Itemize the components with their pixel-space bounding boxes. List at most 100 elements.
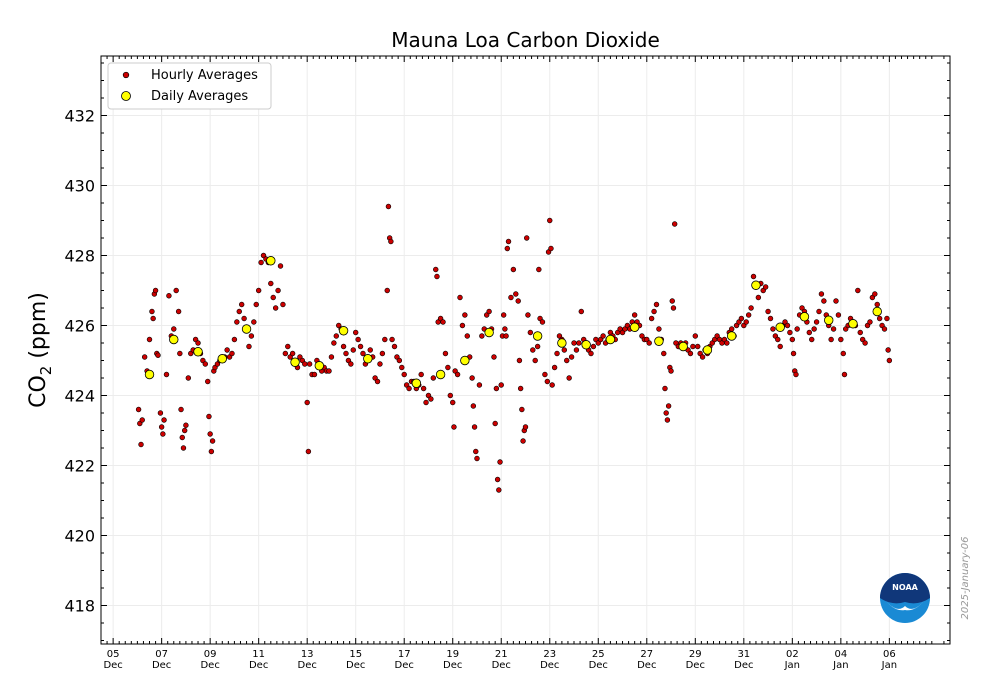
- daily-point: [460, 355, 470, 366]
- hourly-point: [459, 322, 466, 329]
- hourly-point: [181, 427, 188, 434]
- daily-point: [484, 327, 494, 338]
- daily-point: [654, 336, 664, 346]
- hourly-point: [160, 431, 166, 437]
- hourly-point: [809, 336, 815, 343]
- hourly-point: [173, 287, 179, 294]
- hourly-point: [524, 235, 530, 241]
- hourly-point: [420, 385, 427, 392]
- hourly-point: [548, 245, 554, 252]
- hourly-point: [547, 217, 553, 224]
- hourly-point: [496, 487, 502, 493]
- hourly-point: [818, 291, 825, 297]
- daily-point: [338, 326, 349, 336]
- hourly-point: [141, 354, 148, 360]
- hourly-point: [149, 308, 155, 315]
- x-tick-label-month: Jan: [832, 660, 848, 671]
- hourly-point: [289, 350, 296, 357]
- y-axis-label: CO2 (ppm): [26, 292, 55, 408]
- x-tick-label-day: 17: [398, 649, 411, 660]
- hourly-point: [590, 343, 597, 350]
- hourly-point: [251, 319, 257, 325]
- hourly-point: [544, 378, 551, 385]
- hourly-point: [423, 399, 429, 406]
- daily-point: [678, 341, 688, 352]
- hourly-point: [360, 350, 366, 357]
- hourly-point: [396, 357, 403, 364]
- hourly-point: [738, 315, 745, 322]
- daily-point: [532, 331, 543, 341]
- x-tick-label-month: Dec: [443, 660, 462, 671]
- hourly-point: [872, 291, 878, 297]
- hourly-point: [527, 329, 534, 336]
- daily-point: [435, 369, 446, 380]
- hourly-point: [835, 312, 842, 318]
- hourly-point: [163, 371, 170, 378]
- hourly-point: [379, 350, 386, 357]
- daily-point: [557, 338, 567, 348]
- hourly-point: [229, 350, 235, 357]
- hourly-point: [670, 305, 677, 311]
- hourly-point: [510, 266, 517, 273]
- hourly-point: [767, 315, 774, 322]
- date-stamp: 2025-January-06: [960, 537, 971, 620]
- hourly-point: [241, 315, 247, 322]
- x-tick-label-month: Dec: [734, 660, 753, 671]
- hourly-point: [355, 336, 361, 343]
- hourly-point: [663, 410, 669, 416]
- hourly-point: [588, 350, 594, 357]
- y-tick-label: 432: [64, 107, 95, 126]
- legend-hourly-label: Hourly Averages: [151, 68, 258, 83]
- hourly-point: [343, 350, 349, 357]
- hourly-point: [566, 375, 572, 381]
- hourly-point: [374, 378, 381, 385]
- hourly-point: [728, 326, 735, 332]
- hourly-point: [494, 476, 501, 483]
- hourly-point: [476, 382, 483, 388]
- hourly-point: [517, 385, 524, 392]
- hourly-point: [457, 294, 463, 301]
- x-tick-label-month: Jan: [881, 660, 897, 671]
- hourly-point: [806, 329, 813, 336]
- hourly-point: [331, 340, 337, 346]
- hourly-point: [885, 347, 891, 353]
- hourly-point: [493, 385, 500, 392]
- hourly-point: [532, 357, 538, 364]
- hourly-point: [539, 319, 546, 325]
- hourly-point: [326, 368, 332, 374]
- hourly-point: [454, 371, 461, 378]
- y-axis-label-subscript: 2: [37, 366, 55, 376]
- hourly-point: [135, 406, 142, 413]
- daily-point: [144, 369, 155, 380]
- hourly-point: [205, 378, 211, 385]
- hourly-point: [790, 350, 797, 357]
- hourly-point: [525, 312, 531, 318]
- daily-point: [726, 331, 737, 341]
- hourly-point: [515, 298, 521, 304]
- x-tick-label-month: Jan: [784, 660, 800, 671]
- hourly-point: [542, 371, 548, 378]
- hourly-point: [631, 312, 638, 318]
- hourly-point: [302, 361, 308, 367]
- hourly-point: [248, 333, 255, 339]
- hourly-point: [180, 445, 187, 451]
- x-tick-label-month: Dec: [249, 660, 268, 671]
- x-tick-label-day: 29: [689, 649, 702, 660]
- hourly-point: [350, 347, 356, 353]
- hourly-point: [161, 417, 167, 423]
- hourly-point: [445, 364, 451, 371]
- y-axis-ticks: 418 420 422 424 426 428 430 432: [64, 62, 950, 641]
- gridlines: [101, 56, 950, 644]
- hourly-point: [668, 368, 674, 374]
- hourly-point: [536, 266, 542, 273]
- hourly-point: [699, 354, 706, 360]
- hourly-point: [234, 319, 240, 325]
- x-tick-label-month: Dec: [686, 660, 705, 671]
- hourly-point: [503, 333, 509, 339]
- hourly-point: [486, 308, 492, 315]
- noaa-logo-top: [880, 573, 930, 604]
- hourly-point: [762, 284, 769, 290]
- hourly-point: [236, 308, 242, 315]
- hourly-point: [530, 347, 536, 353]
- x-tick-label-day: 31: [737, 649, 750, 660]
